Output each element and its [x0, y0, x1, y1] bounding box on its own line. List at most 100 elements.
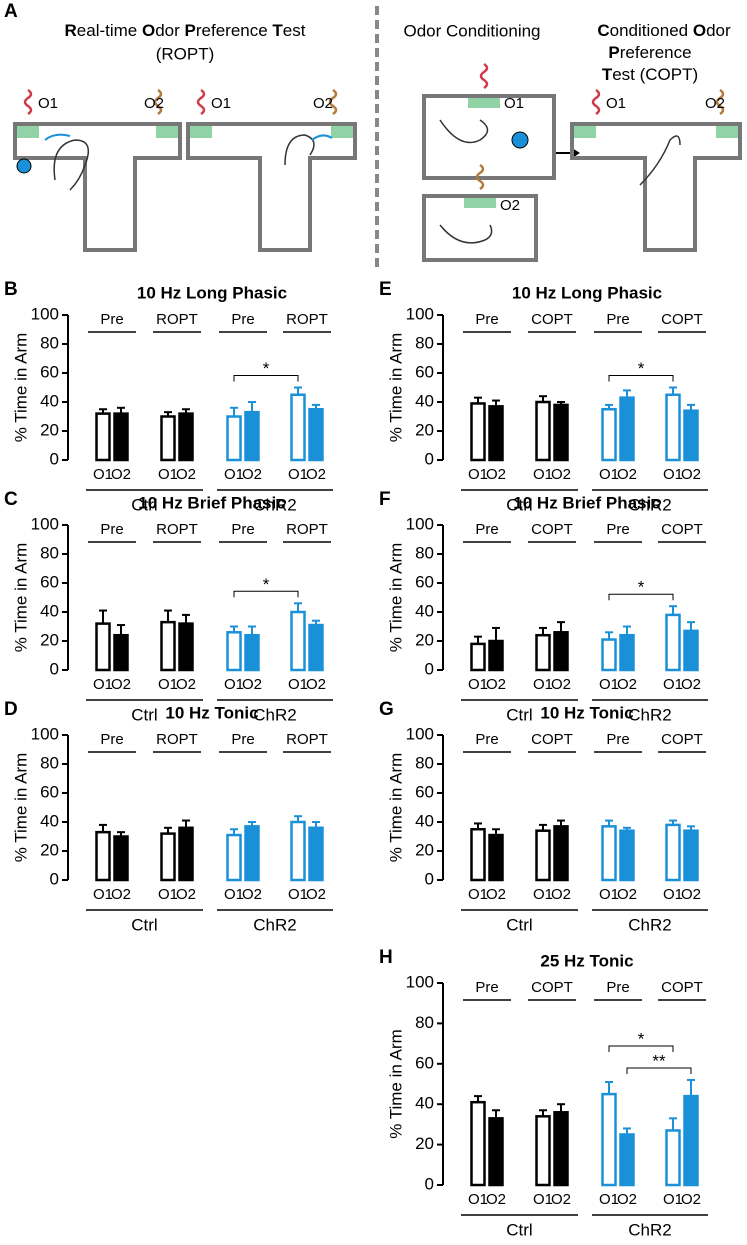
- x-tick-label: O2: [617, 1191, 637, 1208]
- significance-label: *: [638, 359, 645, 378]
- y-tick-label: 80: [415, 543, 434, 562]
- group-label: ChR2: [628, 495, 671, 514]
- panel-letter: D: [4, 699, 18, 720]
- y-tick-label: 100: [406, 724, 434, 743]
- x-tick-label: O1: [599, 1191, 619, 1208]
- chart-title: 10 Hz Tonic: [540, 703, 633, 722]
- bar: [160, 415, 176, 462]
- x-tick-label: O1: [288, 466, 308, 483]
- y-tick-label: 80: [415, 1013, 434, 1032]
- x-tick-label: O2: [111, 466, 131, 483]
- bar: [95, 412, 111, 462]
- bar: [95, 622, 111, 672]
- odor-label: O1: [211, 95, 231, 112]
- y-tick-label: 0: [425, 449, 434, 468]
- group-label: Ctrl: [131, 915, 157, 934]
- chart-title: 10 Hz Long Phasic: [137, 283, 287, 302]
- phase-label: COPT: [531, 731, 573, 748]
- y-tick-label: 60: [40, 362, 59, 381]
- y-tick-label: 40: [40, 601, 59, 620]
- bar: [244, 825, 260, 882]
- bar: [601, 408, 617, 462]
- x-tick-label: O2: [176, 466, 196, 483]
- chart-title: 25 Hz Tonic: [540, 951, 633, 970]
- bar: [160, 620, 176, 672]
- bar: [113, 633, 129, 672]
- significance-bracket: [608, 1045, 674, 1052]
- x-tick-label: O1: [158, 676, 178, 693]
- y-tick-label: 20: [415, 630, 434, 649]
- phase-label: Pre: [231, 521, 254, 538]
- y-tick-label: 100: [406, 514, 434, 533]
- significance-bracket: [626, 1067, 692, 1074]
- x-tick-label: O1: [533, 886, 553, 903]
- y-tick-label: 60: [415, 572, 434, 591]
- y-tick-label: 0: [50, 449, 59, 468]
- x-tick-label: O1: [663, 676, 683, 693]
- y-tick-label: 20: [40, 630, 59, 649]
- bar: [470, 642, 486, 672]
- y-axis-label: % Time in Arm: [11, 333, 30, 443]
- bar: [488, 833, 504, 882]
- bar: [683, 829, 699, 882]
- bar: [178, 622, 194, 672]
- x-tick-label: O2: [486, 466, 506, 483]
- copt-title: Preference: [608, 43, 691, 62]
- bar: [226, 415, 242, 462]
- conditioning-boxes: [422, 62, 580, 262]
- x-tick-label: O1: [224, 466, 244, 483]
- bar: [488, 1117, 504, 1187]
- bar: [601, 825, 617, 882]
- panel-letter: A: [4, 1, 18, 22]
- y-tick-label: 40: [415, 1094, 434, 1113]
- y-tick-label: 20: [40, 840, 59, 859]
- phase-label: COPT: [661, 731, 703, 748]
- x-tick-label: O1: [288, 676, 308, 693]
- x-tick-label: O2: [176, 886, 196, 903]
- x-tick-label: O1: [224, 886, 244, 903]
- y-tick-label: 20: [415, 420, 434, 439]
- y-tick-label: 40: [40, 391, 59, 410]
- phase-label: Pre: [100, 521, 123, 538]
- y-tick-label: 60: [40, 572, 59, 591]
- y-tick-label: 100: [31, 514, 59, 533]
- bar: [535, 1115, 551, 1187]
- y-tick-label: 100: [31, 724, 59, 743]
- x-tick-label: O2: [111, 676, 131, 693]
- y-axis-label: % Time in Arm: [386, 333, 405, 443]
- bar: [290, 610, 306, 672]
- bar: [470, 828, 486, 882]
- bar: [488, 405, 504, 462]
- y-tick-label: 60: [415, 1053, 434, 1072]
- phase-label: COPT: [531, 311, 573, 328]
- bar: [553, 403, 569, 462]
- bar: [244, 633, 260, 672]
- bar: [113, 835, 129, 882]
- bar: [553, 631, 569, 672]
- phase-label: Pre: [606, 521, 629, 538]
- x-tick-label: O2: [551, 886, 571, 903]
- copt-maze: [570, 88, 742, 252]
- y-tick-label: 0: [425, 659, 434, 678]
- group-label: ChR2: [253, 705, 296, 724]
- x-tick-label: O2: [486, 676, 506, 693]
- x-tick-label: O2: [242, 466, 262, 483]
- y-tick-label: 0: [425, 869, 434, 888]
- bar: [244, 410, 260, 462]
- x-tick-label: O2: [242, 886, 262, 903]
- conditioning-title: Odor Conditioning: [403, 21, 540, 40]
- bar: [535, 633, 551, 672]
- panel-letter: G: [379, 699, 394, 720]
- x-tick-label: O1: [468, 676, 488, 693]
- y-axis-label: % Time in Arm: [386, 753, 405, 863]
- y-tick-label: 100: [406, 972, 434, 991]
- copt-title: Test (COPT): [602, 65, 698, 84]
- significance-bracket: [233, 590, 299, 598]
- x-tick-label: O1: [663, 466, 683, 483]
- odor-label: O2: [144, 95, 164, 112]
- phase-label: Pre: [100, 731, 123, 748]
- chart-title: 10 Hz Brief Phasic: [138, 493, 285, 512]
- bar: [665, 823, 681, 882]
- bar: [665, 393, 681, 462]
